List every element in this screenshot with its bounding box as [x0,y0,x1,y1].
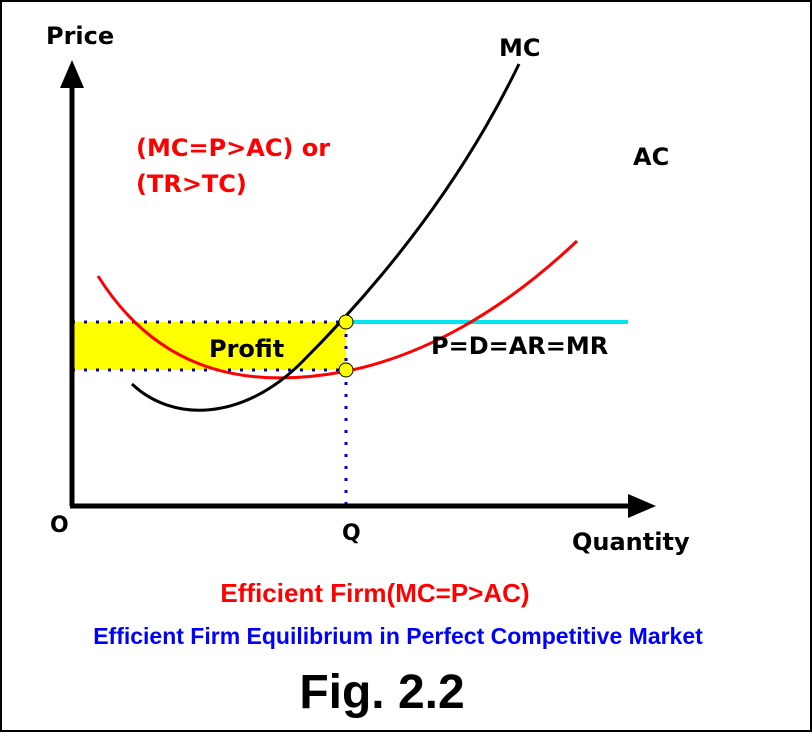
figure-number: Fig. 2.2 [299,666,464,719]
origin-label: O [50,513,69,538]
condition-line-2: (TR>TC) [136,170,247,198]
y-axis-label: Price [46,22,114,50]
mc-curve [130,63,521,412]
equilibrium-point-mc [338,314,354,330]
profit-label: Profit [209,335,284,363]
mc-label: MC [499,34,541,62]
condition-line-1: (MC=P>AC) or [136,134,330,162]
equilibrium-point-ac [338,362,354,378]
price-line-label: P=D=AR=MR [431,332,608,360]
x-axis-arrow-icon [628,494,656,518]
x-axis-label: Quantity [572,528,690,556]
q-label: Q [342,521,361,546]
y-axis-arrow-icon [60,60,84,88]
ac-label: AC [633,143,669,171]
subtitle-red: Efficient Firm(MC=P>AC) [220,578,529,608]
subtitle-blue: Efficient Firm Equilibrium in Perfect Co… [93,623,703,649]
